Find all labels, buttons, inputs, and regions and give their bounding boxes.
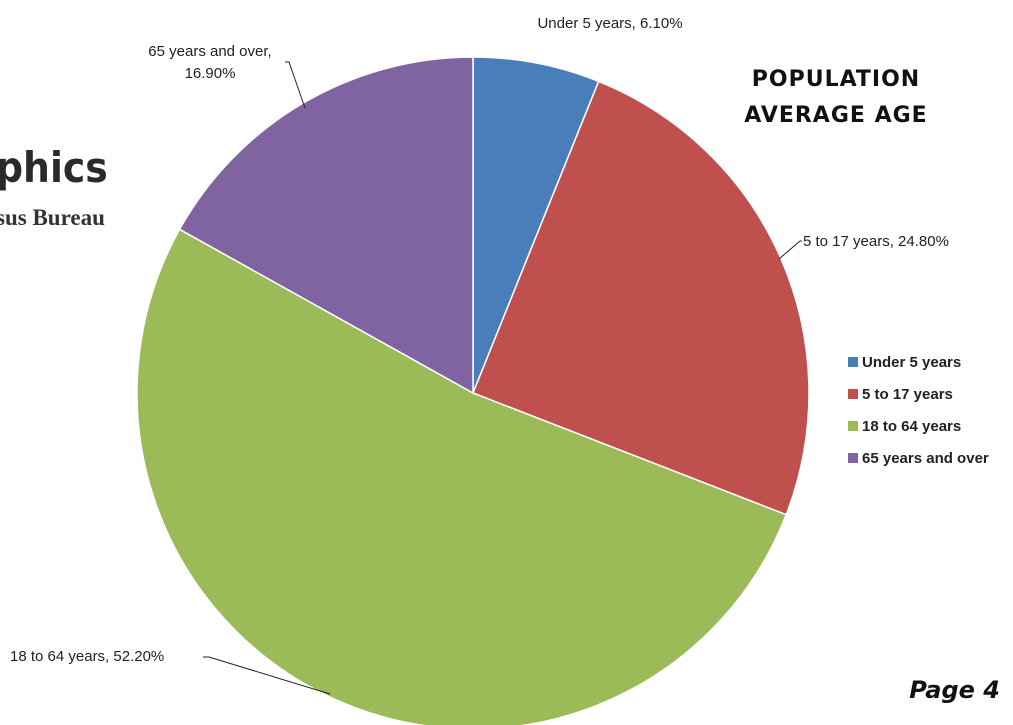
- pie-slice: [136, 228, 788, 725]
- leader-line: [203, 656, 331, 695]
- legend-swatch: [848, 389, 858, 399]
- page-heading: phics: [0, 143, 108, 192]
- chart-title: AVERAGE AGE: [744, 103, 927, 128]
- page-subheading: sus Bureau: [0, 205, 105, 230]
- legend-swatch: [848, 453, 858, 463]
- data-label: 5 to 17 years, 24.80%: [803, 233, 949, 250]
- legend-label: 5 to 17 years: [862, 386, 953, 403]
- data-label: Under 5 years, 6.10%: [537, 15, 682, 32]
- legend-swatch: [848, 357, 858, 367]
- data-label: 65 years and over,: [148, 43, 271, 60]
- legend-label: 65 years and over: [862, 450, 989, 467]
- leader-line: [285, 61, 306, 109]
- data-label: 16.90%: [185, 65, 236, 82]
- pie: [136, 56, 810, 725]
- legend-label: 18 to 64 years: [862, 418, 961, 435]
- legend-swatch: [848, 421, 858, 431]
- data-label: 18 to 64 years, 52.20%: [10, 648, 164, 665]
- page-footer: Page 4: [909, 676, 1000, 704]
- chart-title: POPULATION: [752, 67, 920, 92]
- pie-slice: [472, 80, 810, 516]
- leader-line: [778, 240, 802, 260]
- pie-slice: [472, 56, 600, 394]
- legend-label: Under 5 years: [862, 354, 961, 371]
